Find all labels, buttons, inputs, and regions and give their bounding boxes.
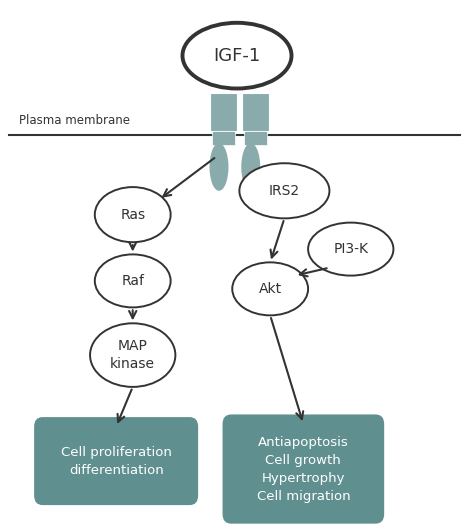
Ellipse shape [239, 163, 329, 218]
Ellipse shape [232, 262, 308, 315]
Ellipse shape [90, 323, 175, 387]
Ellipse shape [95, 254, 171, 307]
FancyBboxPatch shape [210, 93, 237, 131]
FancyBboxPatch shape [34, 417, 198, 505]
FancyBboxPatch shape [212, 131, 235, 145]
Ellipse shape [95, 187, 171, 242]
Text: Akt: Akt [259, 282, 282, 296]
Ellipse shape [308, 223, 393, 276]
FancyBboxPatch shape [244, 131, 267, 145]
Ellipse shape [241, 143, 260, 191]
Text: Raf: Raf [121, 274, 144, 288]
Text: PI3-K: PI3-K [333, 242, 368, 256]
Text: Ras: Ras [120, 208, 146, 222]
Ellipse shape [182, 23, 292, 89]
Text: Antiapoptosis
Cell growth
Hypertrophy
Cell migration: Antiapoptosis Cell growth Hypertrophy Ce… [256, 436, 350, 502]
FancyBboxPatch shape [242, 93, 269, 131]
Text: IRS2: IRS2 [269, 184, 300, 198]
Text: Cell proliferation
differentiation: Cell proliferation differentiation [61, 446, 172, 476]
Text: IGF-1: IGF-1 [213, 47, 261, 65]
FancyBboxPatch shape [223, 414, 384, 524]
Text: MAP
kinase: MAP kinase [110, 339, 155, 371]
Text: Plasma membrane: Plasma membrane [19, 113, 130, 127]
Ellipse shape [210, 143, 228, 191]
